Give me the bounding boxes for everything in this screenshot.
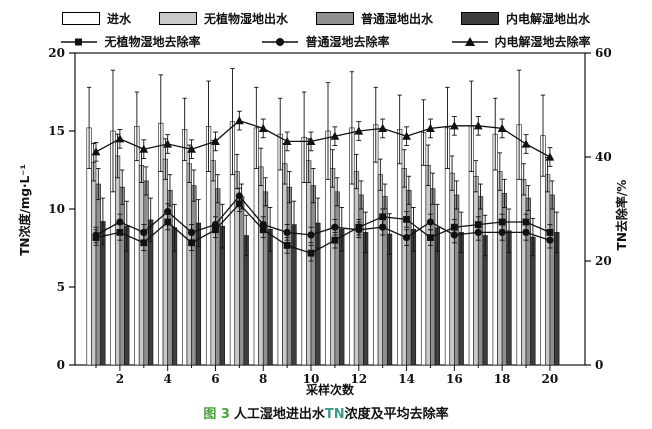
svg-text:6: 6	[211, 372, 219, 386]
svg-text:18: 18	[494, 372, 511, 386]
legend-label-noplant-removal: 无植物湿地去除率	[104, 35, 201, 49]
figure-caption: 图 3 人工湿地进出水TN浓度及平均去除率	[0, 403, 652, 422]
ordinary-swatch-icon	[316, 12, 354, 25]
svg-text:15: 15	[48, 124, 65, 138]
legend-label-ordinary-effluent: 普通湿地出水	[361, 12, 434, 26]
circle-marker-icon	[262, 37, 299, 46]
electrolysis-swatch-icon	[461, 12, 500, 25]
svg-text:14: 14	[398, 372, 415, 386]
svg-text:10: 10	[48, 202, 65, 216]
legend-item-ordinary-effluent: 普通湿地出水	[316, 10, 433, 27]
legend-label-noplant-effluent: 无植物湿地出水	[203, 12, 288, 26]
legend-label-electrolysis-removal: 内电解湿地去除率	[494, 35, 591, 49]
legend-label-ordinary-removal: 普通湿地去除率	[305, 35, 390, 49]
svg-text:12: 12	[350, 372, 367, 386]
legend-item-influent: 进水	[61, 10, 131, 27]
svg-text:20: 20	[595, 254, 612, 268]
svg-text:20: 20	[48, 46, 65, 60]
x-axis-label: 采样次数	[305, 383, 354, 397]
svg-text:0: 0	[57, 358, 65, 372]
influent-swatch-icon	[61, 12, 100, 25]
svg-text:20: 20	[542, 372, 559, 386]
svg-text:10: 10	[303, 372, 320, 386]
caption-tn: TN	[324, 407, 345, 422]
legend-line-row: 无植物湿地去除率 普通湿地去除率 内电解湿地去除率	[0, 33, 652, 50]
legend-label-influent: 进水	[106, 12, 131, 26]
legend-label-electrolysis-effluent: 内电解湿地出水	[506, 12, 591, 26]
svg-text:16: 16	[446, 372, 463, 386]
square-marker-icon	[61, 38, 98, 45]
svg-text:5: 5	[57, 280, 65, 294]
legend-item-noplant-removal: 无植物湿地去除率	[61, 33, 200, 50]
caption-text-pre: 人工湿地进出水	[233, 407, 325, 422]
svg-text:8: 8	[259, 372, 267, 386]
legend-item-electrolysis-removal: 内电解湿地去除率	[451, 33, 591, 50]
noplant-swatch-icon	[158, 12, 197, 25]
svg-text:4: 4	[163, 372, 171, 386]
legend-item-noplant-effluent: 无植物湿地出水	[158, 10, 288, 27]
caption-figure-number: 图 3	[203, 407, 230, 422]
triangle-marker-icon	[451, 36, 488, 46]
svg-text:40: 40	[595, 150, 612, 164]
svg-text:0: 0	[595, 358, 603, 372]
svg-text:60: 60	[595, 46, 612, 60]
caption-text-post: 浓度及平均去除率	[344, 407, 449, 422]
svg-text:2: 2	[116, 372, 124, 386]
legend-bar-row: 进水 无植物湿地出水 普通湿地出水 内电解湿地出水	[0, 10, 652, 27]
left-axis-label: TN浓度/mg·L⁻¹	[18, 164, 32, 256]
legend-item-electrolysis-effluent: 内电解湿地出水	[461, 10, 590, 27]
right-axis-label: TN去除率/%	[615, 179, 629, 251]
legend-item-ordinary-removal: 普通湿地去除率	[262, 33, 390, 50]
